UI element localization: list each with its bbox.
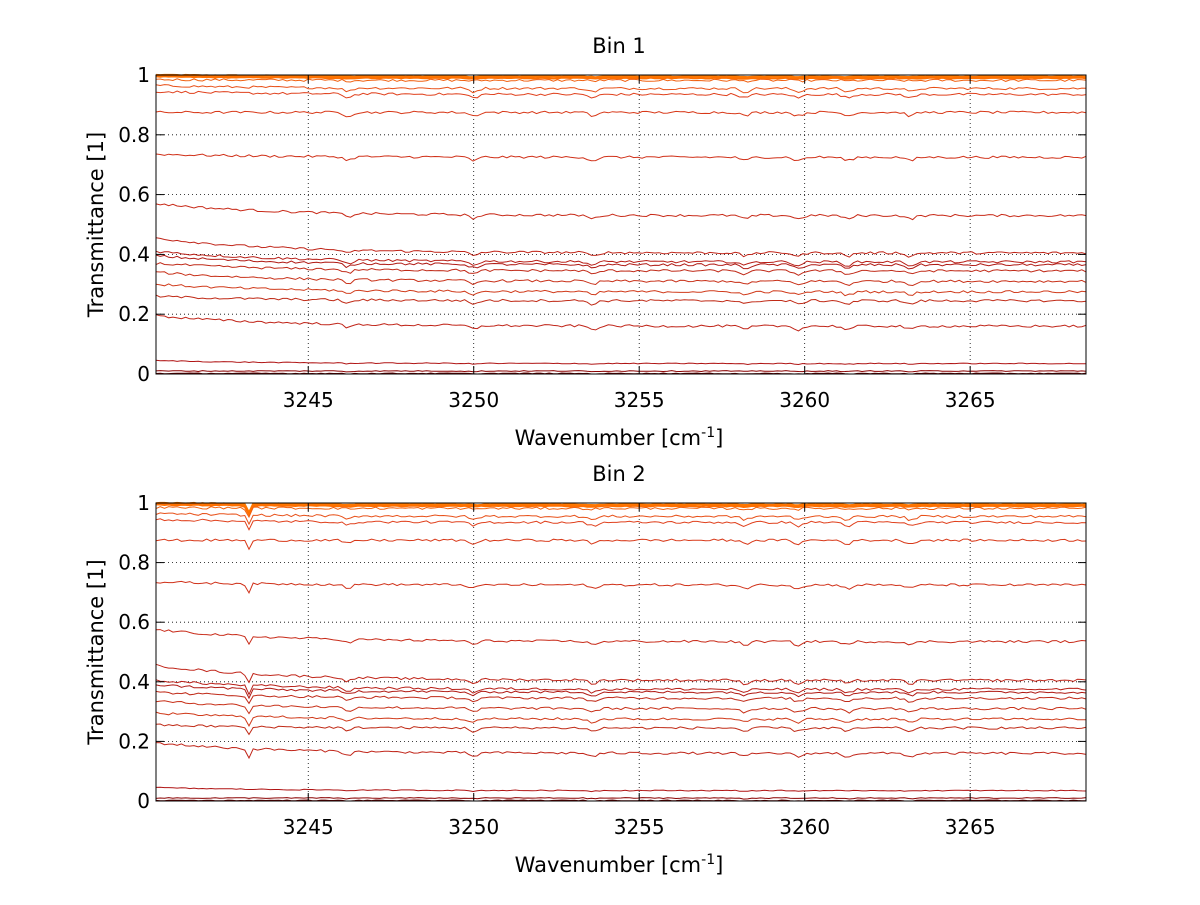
series-line-2	[155, 503, 1087, 517]
series-line-6	[155, 538, 1087, 551]
series-line-17	[155, 786, 1087, 793]
x-tick-label: 3250	[448, 815, 499, 839]
y-axis-label: Transmittance [1]	[84, 132, 108, 318]
series-line-16	[155, 742, 1087, 760]
series-line-11	[155, 254, 1087, 270]
x-tick-label: 3265	[945, 388, 996, 412]
series-line-13	[155, 700, 1087, 715]
series-line-15	[155, 723, 1087, 736]
x-tick-label: 3250	[448, 388, 499, 412]
y-tick-label: 0.2	[118, 302, 150, 326]
series-line-17	[155, 359, 1087, 366]
x-axis-label: Wavenumber [cm-1]	[515, 425, 724, 450]
x-tick-label: 3260	[779, 815, 830, 839]
series-line-7	[155, 580, 1087, 595]
y-tick-label: 0.6	[118, 183, 150, 207]
series-line-2	[155, 75, 1087, 80]
series-line-9	[155, 663, 1087, 686]
y-tick-label: 1	[137, 63, 150, 87]
chart-panel-2: 3245 3250 3255 3260 3265 0 0.2 0.4 0.6 0.8 1 Bin 2 W…	[84, 462, 1087, 877]
series-line-3	[155, 78, 1087, 83]
x-tick-label: 3265	[945, 815, 996, 839]
series-line-3	[155, 506, 1087, 519]
y-tick-label: 0.8	[118, 551, 150, 575]
x-tick-label: 3245	[283, 388, 334, 412]
series-line-1	[155, 73, 1087, 79]
series-line-5	[155, 518, 1087, 531]
series-line-9	[155, 237, 1087, 258]
chart-title: Bin 1	[592, 34, 646, 58]
x-tick-label: 3260	[779, 388, 830, 412]
series-line-12	[155, 262, 1087, 276]
series-line-4	[155, 512, 1087, 526]
y-axis-label: Transmittance [1]	[84, 559, 108, 745]
series-line-18	[155, 370, 1087, 373]
series-line-13	[155, 271, 1087, 287]
y-tick-label: 0.6	[118, 610, 150, 634]
plot-frame	[155, 502, 1087, 802]
y-tick-label: 0	[137, 789, 150, 813]
chart-panel-1: 3245 3250 3255 3260 3265 0 0.2 0.4 0.6 0.8 1 Bin 1 W…	[84, 34, 1087, 450]
x-tick-label: 3255	[614, 815, 665, 839]
series-line-7	[155, 153, 1087, 162]
y-tick-label: 1	[137, 491, 150, 515]
x-tick-label: 3245	[283, 815, 334, 839]
x-axis-label: Wavenumber [cm-1]	[515, 852, 724, 877]
series-line-5	[155, 90, 1087, 99]
series-line-16	[155, 314, 1087, 332]
chart-title: Bin 2	[592, 462, 646, 486]
x-tick-label: 3255	[614, 388, 665, 412]
series-line-15	[155, 294, 1087, 306]
series-line-8	[155, 203, 1087, 221]
plot-frame	[155, 74, 1087, 375]
series-line-11	[155, 684, 1087, 700]
series-line-10	[155, 250, 1087, 267]
series-line-12	[155, 690, 1087, 705]
series-line-18	[155, 797, 1087, 800]
y-tick-label: 0.8	[118, 123, 150, 147]
series-line-10	[155, 679, 1087, 696]
series-line-6	[155, 110, 1087, 118]
series-line-4	[155, 84, 1087, 94]
y-tick-label: 0.4	[118, 242, 150, 266]
series-line-1	[155, 501, 1087, 516]
y-tick-label: 0.2	[118, 729, 150, 753]
y-tick-label: 0	[137, 362, 150, 386]
series-line-14	[155, 711, 1086, 727]
series-line-14	[155, 283, 1087, 297]
series-line-8	[155, 629, 1087, 647]
y-tick-label: 0.4	[118, 670, 150, 694]
